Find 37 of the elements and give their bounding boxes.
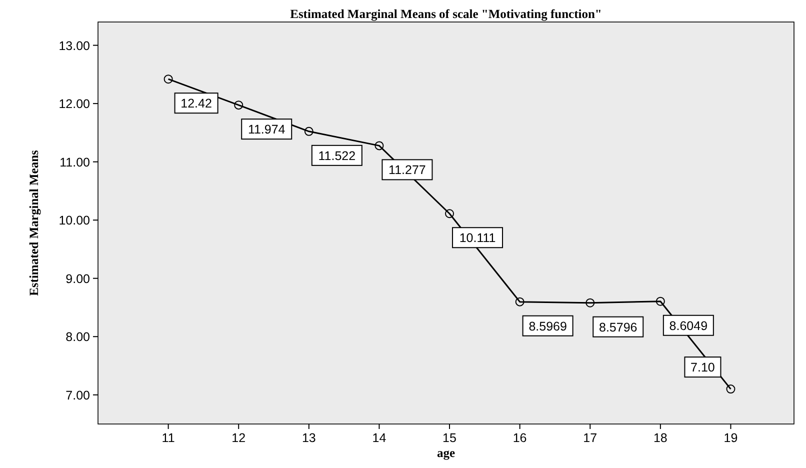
y-tick-label: 7.00 — [66, 388, 90, 402]
point — [586, 298, 595, 308]
point — [374, 141, 384, 150]
chart-title: Estimated Marginal Means of scale "Motivating function" — [290, 7, 602, 21]
x-tick-label: 17 — [583, 431, 598, 445]
y-tick-label: 12.00 — [58, 97, 90, 112]
data-label: 10.111 — [459, 231, 496, 246]
y-tick-label: 11.00 — [60, 155, 90, 170]
y-tick-label: 8.00 — [66, 330, 90, 344]
y-tick-label: 10.00 — [58, 214, 90, 228]
point — [515, 297, 524, 306]
point — [304, 126, 314, 136]
y-tick-label: 9.00 — [66, 272, 90, 286]
data-label: 12.42 — [180, 96, 212, 111]
x-tick-label: 18 — [653, 431, 668, 445]
point — [726, 384, 736, 394]
point — [164, 74, 173, 84]
data-label: 8.5969 — [528, 319, 567, 334]
point — [656, 296, 665, 306]
data-label: 8.6049 — [669, 318, 708, 333]
x-tick-label: 14 — [372, 431, 386, 445]
x-tick-label: 11 — [162, 431, 175, 445]
data-label: 8.5796 — [599, 320, 638, 334]
x-tick-label: 15 — [442, 431, 457, 445]
x-tick-label: 13 — [302, 431, 316, 445]
data-label: 11.277 — [388, 163, 426, 178]
y-axis-title: Estimated Marginal Means — [27, 150, 41, 296]
x-tick-label: 19 — [724, 431, 738, 445]
point — [445, 209, 454, 218]
y-tick-label: 13.00 — [58, 38, 90, 53]
x-tick-label: 16 — [512, 431, 527, 445]
data-label: 11.974 — [248, 122, 286, 137]
x-axis-title: age — [436, 446, 456, 460]
data-label: 11.522 — [318, 148, 356, 163]
data-label: 7.10 — [690, 360, 715, 375]
point — [234, 100, 244, 110]
x-tick-label: 12 — [232, 431, 246, 445]
